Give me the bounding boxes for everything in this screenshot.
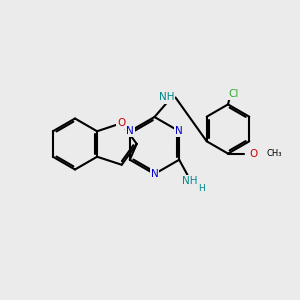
Text: N: N (151, 169, 158, 179)
Text: Cl: Cl (229, 89, 239, 99)
Text: O: O (249, 148, 258, 159)
Text: H: H (198, 184, 205, 193)
Text: NH: NH (182, 176, 197, 186)
Text: N: N (126, 126, 134, 136)
Text: CH₃: CH₃ (267, 149, 283, 158)
Text: NH: NH (159, 92, 174, 103)
Text: N: N (175, 126, 183, 136)
Text: O: O (117, 118, 126, 128)
